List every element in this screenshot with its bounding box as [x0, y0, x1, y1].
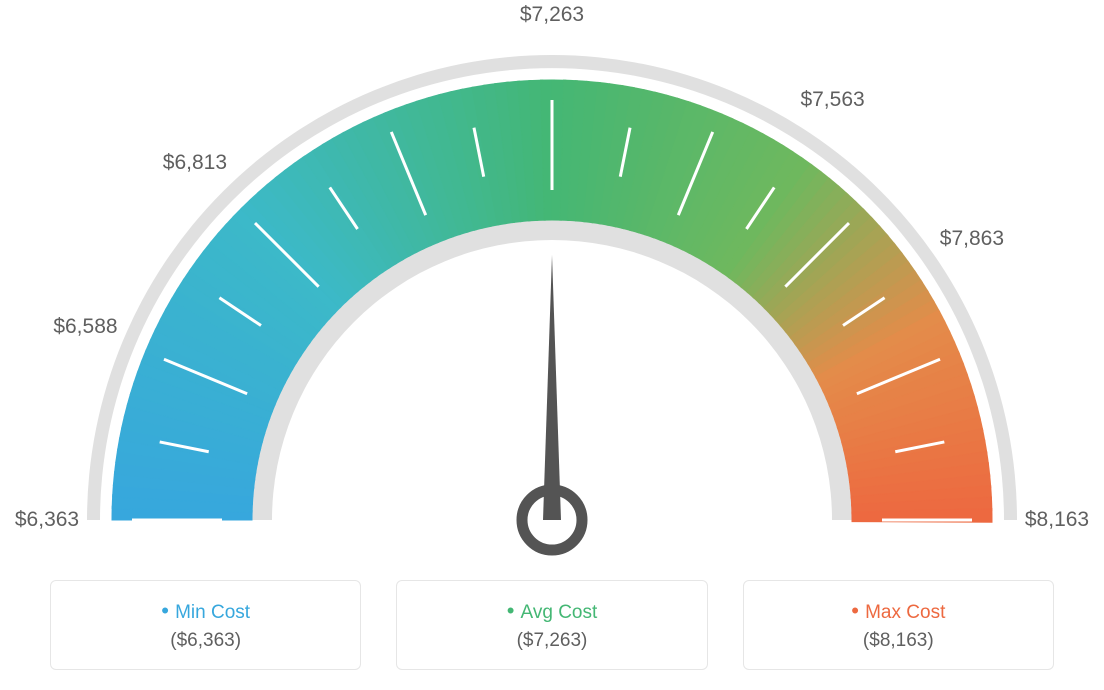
legend-row: Min Cost ($6,363) Avg Cost ($7,263) Max … — [0, 580, 1104, 690]
legend-value-avg: ($7,263) — [517, 630, 588, 652]
legend-title-max: Max Cost — [851, 598, 945, 624]
gauge-tick-label: $7,263 — [520, 3, 584, 27]
gauge-tick-label: $7,563 — [800, 88, 864, 112]
gauge-tick-label: $6,588 — [53, 315, 117, 339]
legend-value-max: ($8,163) — [863, 630, 934, 652]
legend-title-avg: Avg Cost — [507, 598, 598, 624]
gauge-chart: $6,363 $6,588 $6,813 $7,263 $7,563 $7,863 $8,1… — [0, 0, 1104, 560]
legend-box-min: Min Cost ($6,363) — [50, 580, 361, 670]
gauge-tick-label: $6,363 — [15, 508, 79, 532]
legend-box-avg: Avg Cost ($7,263) — [396, 580, 707, 670]
legend-box-max: Max Cost ($8,163) — [743, 580, 1054, 670]
legend-value-min: ($6,363) — [170, 630, 241, 652]
gauge-tick-label: $6,813 — [163, 151, 227, 175]
gauge-tick-label: $7,863 — [940, 227, 1004, 251]
legend-title-min: Min Cost — [161, 598, 250, 624]
gauge-tick-label: $8,163 — [1025, 508, 1089, 532]
gauge-svg — [0, 0, 1104, 560]
